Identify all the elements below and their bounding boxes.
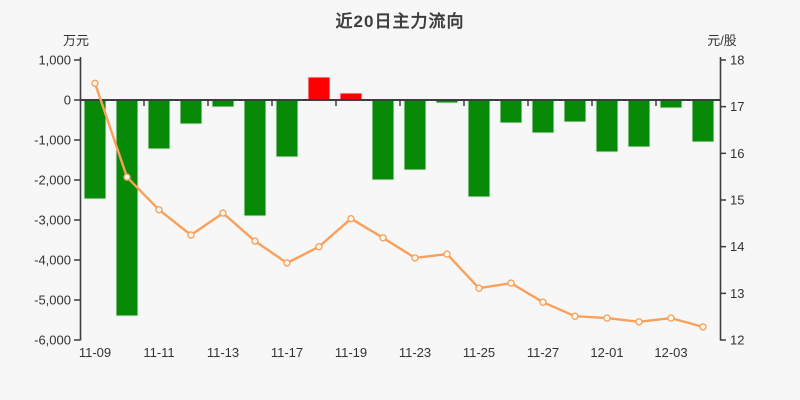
left-axis-tick-label: 1,000 xyxy=(38,53,71,68)
right-axis-tick-label: 15 xyxy=(730,193,744,208)
x-axis-label: 11-09 xyxy=(79,345,111,360)
price-point-11-19 xyxy=(347,214,355,223)
left-axis-tick-label: -5,000 xyxy=(34,293,71,308)
right-axis-tick-label: 12 xyxy=(730,333,744,348)
flow-bar-11-27 xyxy=(531,99,555,134)
price-point-11-09 xyxy=(91,79,99,88)
price-line xyxy=(93,82,705,329)
price-point-11-12 xyxy=(187,231,195,239)
flow-bar-11-26 xyxy=(499,99,523,124)
flow-bar-11-19 xyxy=(339,92,363,101)
x-axis-label: 12-01 xyxy=(590,345,623,360)
x-axis-label: 11-19 xyxy=(335,345,367,360)
price-point-11-10 xyxy=(123,173,131,181)
x-axis-label: 11-25 xyxy=(463,345,495,360)
price-point-11-13 xyxy=(219,209,227,217)
price-point-12-04 xyxy=(699,323,707,331)
left-axis-tick-label: 0 xyxy=(64,93,71,108)
flow-bar-12-03 xyxy=(659,99,683,109)
flow-bar-12-01 xyxy=(595,99,619,153)
price-point-12-01 xyxy=(603,314,611,322)
flow-bar-11-10 xyxy=(115,99,139,317)
x-axis-label: 11-17 xyxy=(271,345,303,360)
flow-bar-11-25 xyxy=(467,99,491,198)
left-axis-tick-label: -3,000 xyxy=(34,213,71,228)
price-point-11-27 xyxy=(539,298,547,306)
price-point-11-26 xyxy=(507,279,515,287)
chart-title: 近20日主力流向 xyxy=(335,12,465,31)
left-axis-tick-label: -1,000 xyxy=(34,133,71,148)
price-point-11-30 xyxy=(571,312,579,320)
flow-bar-11-12 xyxy=(179,99,203,125)
price-point-11-18 xyxy=(315,242,323,251)
price-point-11-23 xyxy=(411,254,419,262)
flow-bar-11-09 xyxy=(83,99,107,200)
flow-bar-11-17 xyxy=(275,99,299,158)
right-axis-unit-label: 元/股 xyxy=(707,33,737,48)
price-point-11-17 xyxy=(283,259,291,267)
price-point-11-11 xyxy=(155,206,163,214)
flow-bar-11-13 xyxy=(211,99,235,108)
x-axis-label: 11-23 xyxy=(399,345,431,360)
price-point-12-02 xyxy=(635,318,643,326)
x-axis-label: 12-03 xyxy=(654,345,687,360)
flow-bar-11-23 xyxy=(403,99,427,171)
price-point-11-16 xyxy=(251,237,259,245)
price-point-11-25 xyxy=(475,284,483,292)
flow-bar-11-20 xyxy=(371,99,395,181)
flow-bar-12-04 xyxy=(691,99,715,143)
right-axis-tick-label: 14 xyxy=(730,239,744,254)
left-axis-tick-label: -4,000 xyxy=(34,253,71,268)
price-point-11-24 xyxy=(443,250,451,258)
left-axis-unit-label: 万元 xyxy=(62,33,89,48)
left-axis-tick-label: -2,000 xyxy=(34,173,71,188)
flow-bar-11-30 xyxy=(563,99,587,123)
flow-bar-12-02 xyxy=(627,99,651,148)
right-axis-tick-label: 13 xyxy=(730,286,744,301)
x-axis-label: 11-13 xyxy=(207,345,239,360)
x-axis-label: 11-11 xyxy=(143,345,174,360)
left-axis-tick-label: -6,000 xyxy=(34,333,71,348)
price-point-11-20 xyxy=(379,234,387,242)
flow-bar-11-18 xyxy=(307,76,331,101)
right-axis-tick-label: 17 xyxy=(730,99,744,114)
right-axis-tick-label: 16 xyxy=(730,146,744,161)
flow-bar-11-11 xyxy=(147,99,171,150)
right-axis-tick-label: 18 xyxy=(730,53,744,68)
x-axis-label: 11-27 xyxy=(527,345,559,360)
price-point-12-03 xyxy=(667,314,675,322)
flow-bar-11-16 xyxy=(243,99,267,217)
